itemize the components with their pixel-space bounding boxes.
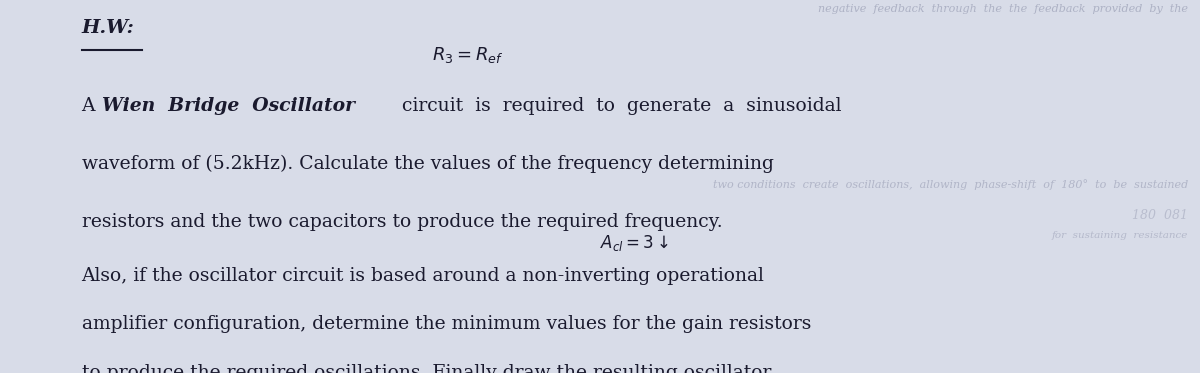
Text: negative  feedback  through  the  the  feedback  provided  by  the: negative feedback through the the feedba… <box>818 4 1188 14</box>
Text: to produce the required oscillations. Finally draw the resulting oscillator: to produce the required oscillations. Fi… <box>82 364 770 373</box>
Text: circuit  is  required  to  generate  a  sinusoidal: circuit is required to generate a sinuso… <box>396 97 841 115</box>
Text: resistors and the two capacitors to produce the required frequency.: resistors and the two capacitors to prod… <box>82 213 722 231</box>
Text: $R_3 = R_{ef}$: $R_3 = R_{ef}$ <box>432 45 504 65</box>
Text: waveform of (5.2kHz). Calculate the values of the frequency determining: waveform of (5.2kHz). Calculate the valu… <box>82 155 774 173</box>
Text: two conditions  create  oscillations,  allowing  phase-shift  of  180°  to  be  : two conditions create oscillations, allo… <box>713 179 1188 190</box>
Text: amplifier configuration, determine the minimum values for the gain resistors: amplifier configuration, determine the m… <box>82 315 811 333</box>
Text: H.W:: H.W: <box>82 19 134 37</box>
Text: Wien  Bridge  Oscillator: Wien Bridge Oscillator <box>102 97 355 115</box>
Text: for  sustaining  resistance: for sustaining resistance <box>1051 231 1188 240</box>
Text: 180  081: 180 081 <box>1132 209 1188 222</box>
Text: $A_{cl} = 3\downarrow$: $A_{cl} = 3\downarrow$ <box>600 233 670 253</box>
Text: Also, if the oscillator circuit is based around a non-inverting operational: Also, if the oscillator circuit is based… <box>82 267 764 285</box>
Text: A: A <box>82 97 101 115</box>
